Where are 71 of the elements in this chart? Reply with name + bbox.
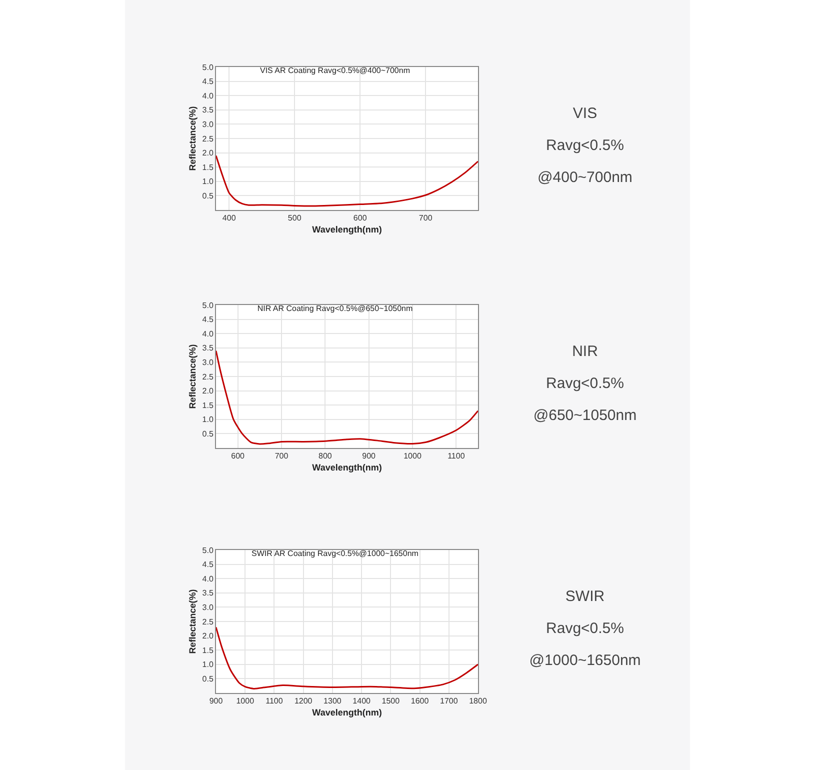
- x-tick-label: 1800: [469, 696, 488, 706]
- x-tick-label: 1000: [236, 696, 255, 706]
- chart-title: VIS AR Coating Ravg<0.5%@400~700nm: [260, 66, 410, 76]
- x-tick-label: 900: [362, 452, 376, 461]
- y-tick-label: 5.0: [202, 546, 214, 555]
- y-tick-label: 2.5: [202, 372, 214, 382]
- y-axis-title: Reflectance(%): [188, 344, 198, 409]
- text: @1000~1650nm: [528, 651, 642, 671]
- text: @650~1050nm: [532, 406, 638, 426]
- text: NIR: [571, 342, 599, 362]
- x-tick-label: 700: [274, 452, 289, 461]
- x-tick-label: 600: [231, 452, 246, 461]
- y-tick-label: 4.5: [202, 77, 214, 86]
- y-tick-label: 2.0: [202, 386, 214, 396]
- chart-title: SWIR AR Coating Ravg<0.5%@1000~1650nm: [252, 549, 419, 558]
- y-tick-label: 4.0: [202, 329, 214, 338]
- y-tick-label: 4.5: [202, 560, 214, 570]
- x-tick-label: 1100: [266, 696, 284, 706]
- y-tick-label: 3.5: [202, 344, 214, 353]
- y-axis-title: Reflectance(%): [188, 589, 198, 654]
- y-tick-label: 3.0: [202, 120, 214, 129]
- y-tick-label: 0.5: [202, 192, 214, 200]
- x-tick-label: 1500: [382, 696, 400, 706]
- y-tick-label: 1.0: [202, 660, 214, 670]
- x-tick-label: 900: [209, 696, 224, 706]
- y-tick-label: 3.5: [202, 106, 214, 115]
- x-tick-label: 800: [318, 452, 332, 461]
- y-tick-label: 4.0: [202, 91, 214, 100]
- text: Ravg<0.5%: [545, 136, 625, 156]
- text: @400~700nm: [536, 168, 634, 188]
- x-tick-label: 1700: [440, 696, 458, 706]
- x-tick-label: 1300: [324, 696, 342, 706]
- y-tick-label: 2.5: [202, 617, 214, 626]
- y-tick-label: 3.0: [202, 358, 214, 367]
- y-tick-label: 1.0: [202, 415, 214, 424]
- y-tick-label: 1.0: [202, 177, 214, 186]
- x-tick-label: 1200: [294, 696, 313, 706]
- x-tick-label: 1400: [352, 696, 372, 706]
- x-axis-title: Wavelength(nm): [312, 707, 382, 718]
- x-tick-label: 1100: [448, 452, 466, 461]
- y-tick-label: 4.0: [202, 574, 214, 584]
- y-tick-label: 2.0: [202, 148, 214, 158]
- x-tick-label: 1600: [410, 696, 430, 706]
- chart-title: NIR AR Coating Ravg<0.5%@650~1050nm: [257, 304, 413, 314]
- line-series: [216, 350, 478, 445]
- y-axis-title: Reflectance(%): [188, 106, 198, 171]
- x-axis-title: Wavelength(nm): [312, 462, 382, 472]
- y-tick-label: 2.5: [202, 134, 214, 144]
- y-tick-label: 5.0: [202, 300, 214, 310]
- y-tick-label: 0.5: [202, 674, 214, 684]
- y-tick-label: 0.5: [202, 430, 214, 438]
- y-tick-label: 1.5: [202, 400, 214, 410]
- y-tick-label: 3.5: [202, 588, 214, 598]
- text: SWIR: [564, 587, 606, 607]
- line-series: [216, 626, 478, 690]
- x-tick-label: 400: [222, 214, 236, 223]
- y-tick-label: 5.0: [202, 62, 214, 72]
- y-tick-label: 3.0: [202, 603, 214, 612]
- y-tick-label: 2.0: [202, 632, 214, 641]
- line-series: [216, 154, 478, 207]
- text: VIS: [572, 104, 598, 124]
- x-tick-label: 1000: [404, 452, 422, 461]
- y-tick-label: 4.5: [202, 315, 214, 324]
- y-tick-label: 1.5: [202, 162, 214, 172]
- y-tick-label: 1.5: [202, 646, 214, 655]
- text: Ravg<0.5%: [545, 374, 625, 394]
- x-tick-label: 700: [418, 214, 433, 223]
- x-axis-title: Wavelength(nm): [312, 224, 382, 234]
- x-tick-label: 600: [353, 214, 368, 223]
- text: Ravg<0.5%: [545, 619, 625, 639]
- x-tick-label: 500: [288, 214, 302, 223]
